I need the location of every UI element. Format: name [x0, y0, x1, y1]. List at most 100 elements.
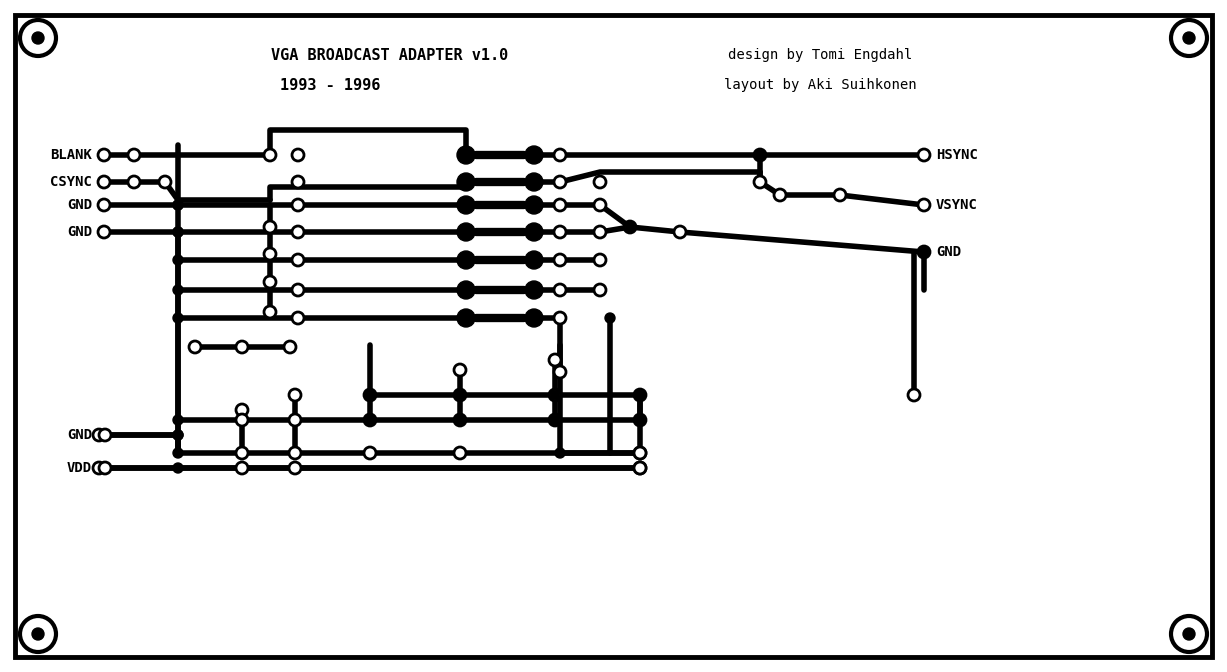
- Circle shape: [364, 415, 375, 425]
- Circle shape: [834, 189, 845, 201]
- Circle shape: [264, 276, 276, 288]
- Circle shape: [625, 221, 636, 233]
- Text: GND: GND: [67, 225, 92, 239]
- Circle shape: [98, 149, 110, 161]
- Circle shape: [236, 404, 248, 416]
- Circle shape: [918, 149, 930, 161]
- Circle shape: [550, 415, 560, 425]
- Circle shape: [20, 20, 56, 56]
- Circle shape: [636, 415, 645, 425]
- Circle shape: [173, 313, 183, 323]
- Circle shape: [755, 176, 766, 188]
- Circle shape: [456, 196, 475, 214]
- Circle shape: [548, 414, 561, 426]
- Circle shape: [636, 390, 645, 400]
- Circle shape: [555, 149, 566, 161]
- Circle shape: [292, 176, 304, 188]
- Circle shape: [32, 32, 44, 44]
- Circle shape: [550, 390, 560, 400]
- Circle shape: [634, 462, 645, 474]
- Circle shape: [555, 448, 564, 458]
- Circle shape: [594, 226, 606, 238]
- Circle shape: [93, 462, 106, 474]
- Circle shape: [173, 448, 183, 458]
- Circle shape: [290, 414, 301, 426]
- Circle shape: [555, 226, 566, 238]
- Circle shape: [525, 309, 544, 327]
- Circle shape: [918, 246, 930, 258]
- Circle shape: [292, 284, 304, 296]
- Circle shape: [908, 389, 920, 401]
- Circle shape: [290, 447, 301, 459]
- Circle shape: [99, 429, 110, 441]
- Circle shape: [264, 306, 276, 318]
- Circle shape: [128, 176, 140, 188]
- Circle shape: [173, 200, 183, 210]
- Circle shape: [594, 284, 606, 296]
- Circle shape: [98, 199, 110, 211]
- Circle shape: [364, 390, 375, 400]
- Text: VSYNC: VSYNC: [936, 198, 978, 212]
- Circle shape: [173, 285, 183, 295]
- Text: GND: GND: [67, 198, 92, 212]
- Circle shape: [456, 223, 475, 241]
- Circle shape: [98, 176, 110, 188]
- Circle shape: [636, 390, 645, 400]
- Circle shape: [1183, 628, 1195, 640]
- Text: GND: GND: [936, 245, 961, 259]
- Circle shape: [292, 226, 304, 238]
- Circle shape: [525, 173, 544, 191]
- Circle shape: [555, 176, 566, 188]
- Circle shape: [264, 248, 276, 260]
- Circle shape: [236, 447, 248, 459]
- Circle shape: [264, 149, 276, 161]
- Circle shape: [774, 189, 787, 201]
- Circle shape: [634, 462, 645, 474]
- Circle shape: [236, 341, 248, 353]
- Circle shape: [292, 149, 304, 161]
- Circle shape: [128, 149, 140, 161]
- Circle shape: [674, 226, 686, 238]
- Circle shape: [594, 254, 606, 266]
- Circle shape: [454, 389, 466, 401]
- Circle shape: [755, 149, 766, 161]
- Text: BLANK: BLANK: [50, 148, 92, 162]
- Circle shape: [364, 447, 375, 459]
- Text: HSYNC: HSYNC: [936, 148, 978, 162]
- Circle shape: [173, 227, 183, 237]
- Circle shape: [283, 341, 296, 353]
- Circle shape: [364, 390, 375, 400]
- Circle shape: [918, 199, 930, 211]
- Circle shape: [93, 429, 106, 441]
- Circle shape: [456, 173, 475, 191]
- Circle shape: [525, 281, 544, 299]
- Circle shape: [634, 414, 645, 426]
- Text: layout by Aki Suihkonen: layout by Aki Suihkonen: [724, 78, 917, 92]
- Text: VDD: VDD: [67, 461, 92, 475]
- Circle shape: [364, 414, 375, 426]
- Circle shape: [454, 364, 466, 376]
- Circle shape: [594, 176, 606, 188]
- Circle shape: [525, 196, 544, 214]
- Circle shape: [548, 389, 561, 401]
- Circle shape: [236, 462, 248, 474]
- Circle shape: [456, 281, 475, 299]
- Circle shape: [292, 254, 304, 266]
- Circle shape: [454, 447, 466, 459]
- Circle shape: [292, 312, 304, 324]
- Circle shape: [548, 354, 561, 366]
- Circle shape: [555, 312, 566, 324]
- Circle shape: [160, 176, 171, 188]
- Text: CSYNC: CSYNC: [50, 175, 92, 189]
- Circle shape: [634, 447, 645, 459]
- Circle shape: [189, 341, 201, 353]
- Circle shape: [173, 200, 183, 210]
- Circle shape: [173, 415, 183, 425]
- Circle shape: [755, 150, 764, 160]
- Circle shape: [364, 389, 375, 401]
- Circle shape: [525, 223, 544, 241]
- Circle shape: [290, 462, 301, 474]
- Circle shape: [456, 251, 475, 269]
- Text: VGA BROADCAST ADAPTER v1.0: VGA BROADCAST ADAPTER v1.0: [271, 48, 509, 62]
- Circle shape: [456, 146, 475, 164]
